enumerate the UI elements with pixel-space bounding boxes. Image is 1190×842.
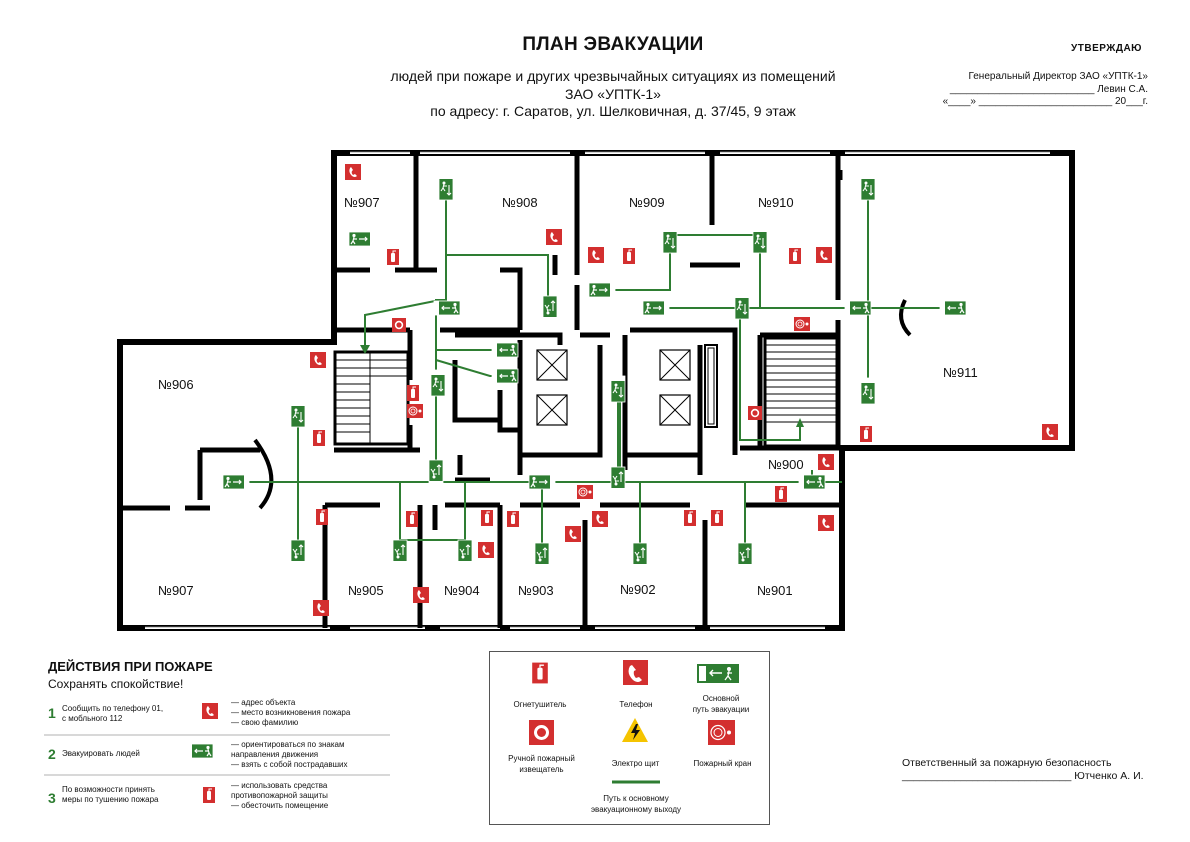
approval-date: «____» ________________________ 20___г. [942,96,1148,107]
responsible-signature: _____________________________ Ютченко А.… [902,770,1144,782]
legend-box [489,651,770,825]
approval-position: Генеральный Директор ЗАО «УПТК-1» [968,71,1148,82]
address: по адресу: г. Саратов, ул. Шелковичная, … [430,103,796,119]
plan-title: ПЛАН ЭВАКУАЦИИ [522,34,704,55]
room-909: №909 [629,195,665,210]
room-902: №902 [620,582,656,597]
company-name: ЗАО «УПТК-1» [565,86,661,102]
actions-section [44,703,390,804]
step-3-text: По возможности принять меры по тушению по… [62,785,159,804]
room-910: №910 [758,195,794,210]
room-911: №911 [943,365,978,380]
plan-subtitle: людей при пожаре и других чрезвычайных с… [390,68,836,84]
room-901: №901 [757,583,793,598]
legend-extinguisher-label: Огнетушитель [513,700,567,709]
windows [145,152,1050,629]
room-907-top: №907 [344,195,380,210]
step-2-text: Эвакуировать людей [62,749,140,758]
step-1-list: — адрес объекта — место возникновения пож… [231,698,351,727]
stairs-left [333,350,410,446]
room-900: №900 [768,457,804,472]
room-904: №904 [444,583,480,598]
building-walls [117,150,1075,631]
room-908: №908 [502,195,538,210]
actions-title: ДЕЙСТВИЯ ПРИ ПОЖАРЕ [48,659,213,674]
actions-subtitle: Сохранять спокойствие! [48,677,184,691]
legend-route-label: Основной путь эвакуации [692,694,750,714]
legend-hydrant-label: Пожарный кран [693,759,752,768]
legend-alarm-label: Ручной пожарный извещатель [508,754,575,774]
legend-path-label: Путь к основному эвакуационному выходу [590,794,682,814]
legend-phone-label: Телефон [619,700,653,709]
room-907-bottom: №907 [158,583,194,598]
step-1-text: Сообщить по телефону 01, с мобльного 112 [62,704,164,723]
room-903: №903 [518,583,554,598]
step-2-list: — ориентироваться по знакам направления д… [231,740,348,769]
room-905: №905 [348,583,384,598]
legend-icons [529,660,739,784]
responsible-title: Ответственный за пожарную безопасность [902,757,1112,769]
approval-signature: __________________________ Левин С.А. [949,84,1148,95]
step-3-list: — использовать средства противопожарной з… [231,781,329,810]
step-3-number: 3 [48,790,56,806]
approval-heading: УТВЕРЖДАЮ [1071,43,1142,54]
interior-walls [120,153,843,628]
step-1-number: 1 [48,705,56,721]
room-906: №906 [158,377,194,392]
step-2-number: 2 [48,746,56,762]
legend-panel-label: Электро щит [611,759,660,768]
